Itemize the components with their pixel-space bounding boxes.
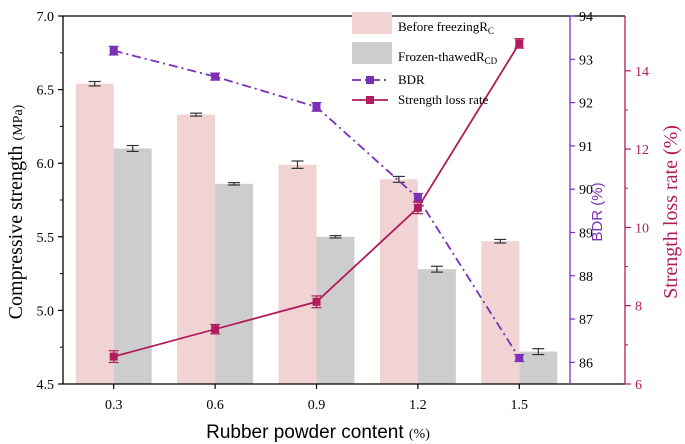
y2-tick-label-4: 90 xyxy=(579,183,593,198)
x-axis-label-unit: (%) xyxy=(409,427,430,442)
bar-after-3 xyxy=(417,269,456,384)
legend-label-2: BDR xyxy=(398,72,425,87)
y-tick-label-3: 6.0 xyxy=(37,157,55,172)
y2-tick-label-7: 93 xyxy=(579,53,593,68)
y-tick-label-0: 4.5 xyxy=(37,378,55,393)
line-marker-1-2 xyxy=(312,297,321,306)
line-marker-0-3 xyxy=(413,193,422,202)
y-axis-label: Compressive strength (MPa) xyxy=(5,104,27,319)
legend-marker-3 xyxy=(366,96,374,104)
y-tick-label-2: 5.5 xyxy=(37,231,55,246)
y2-tick-label-1: 87 xyxy=(579,313,593,328)
y3-tick-label-2: 10 xyxy=(635,221,649,236)
y2-tick-label-8: 94 xyxy=(579,10,593,25)
legend-subscript-1: CD xyxy=(485,56,498,66)
bar-before-4 xyxy=(481,241,520,384)
y2-tick-label-5: 91 xyxy=(579,140,593,155)
bar-after-0 xyxy=(113,148,152,384)
x-axis-label-text: Rubber powder content xyxy=(206,422,404,443)
y-axis-label-unit: (MPa) xyxy=(11,104,26,140)
y2-tick-label-6: 92 xyxy=(579,97,593,112)
line-marker-0-0 xyxy=(109,46,118,55)
x-tick-label-2: 0.9 xyxy=(308,398,326,413)
line-marker-0-1 xyxy=(211,72,220,81)
bar-after-2 xyxy=(316,236,355,384)
legend-swatch-0 xyxy=(352,12,392,34)
x-axis-label: Rubber powder content (%) xyxy=(206,422,430,443)
legend-label-1: Frozen-thawedRCD xyxy=(398,49,498,66)
x-tick-label-3: 1.2 xyxy=(409,398,427,413)
x-tick-label-0: 0.3 xyxy=(105,398,123,413)
y2-tick-label-0: 86 xyxy=(579,356,593,371)
bar-before-1 xyxy=(177,114,216,385)
y2-tick-label-2: 88 xyxy=(579,270,593,285)
bar-after-4 xyxy=(519,351,558,384)
line-marker-0-4 xyxy=(515,354,524,363)
y2-tick-label-3: 89 xyxy=(579,226,593,241)
y-tick-label-1: 5.0 xyxy=(37,304,55,319)
bar-after-1 xyxy=(215,183,254,384)
y3-tick-label-1: 8 xyxy=(635,300,642,315)
y3-axis-label: Strength loss rate (%) xyxy=(660,125,682,299)
legend-r-symbol-0: R xyxy=(479,19,488,34)
y2-axis-label: BDR (%) xyxy=(589,182,606,241)
bar-before-2 xyxy=(278,164,317,384)
legend-subscript-0: C xyxy=(488,26,494,36)
x-tick-label-1: 0.6 xyxy=(206,398,224,413)
y3-tick-label-3: 12 xyxy=(635,143,649,158)
y3-tick-label-4: 14 xyxy=(635,65,649,80)
y-axis-label-text: Compressive strength xyxy=(5,145,27,319)
line-marker-0-2 xyxy=(312,102,321,111)
lines-layer xyxy=(108,38,525,364)
bar-before-3 xyxy=(379,179,418,384)
line-marker-1-0 xyxy=(109,352,118,361)
legend-swatch-1 xyxy=(352,42,392,64)
line-marker-1-4 xyxy=(515,39,524,48)
legend-r-symbol-1: R xyxy=(476,49,485,64)
legend-marker-2 xyxy=(366,76,374,84)
y-tick-label-4: 6.5 xyxy=(37,84,55,99)
bar-before-0 xyxy=(75,83,114,384)
y3-tick-label-0: 6 xyxy=(635,378,642,393)
line-marker-1-1 xyxy=(211,325,220,334)
bars-layer xyxy=(75,80,558,385)
legend: Before freezingRC Frozen-thawedRCD BDR Stre… xyxy=(352,12,498,107)
axes-layer: 4.55.05.56.06.57.00.3 0.6 0.9 1.2 1.58687888… xyxy=(37,10,650,413)
legend-label-3: Strength loss rate xyxy=(398,92,488,107)
y-tick-label-5: 7.0 xyxy=(37,10,55,25)
x-tick-label-4: 1.5 xyxy=(511,398,529,413)
legend-label-0: Before freezingRC xyxy=(398,19,494,36)
line-marker-1-3 xyxy=(413,203,422,212)
